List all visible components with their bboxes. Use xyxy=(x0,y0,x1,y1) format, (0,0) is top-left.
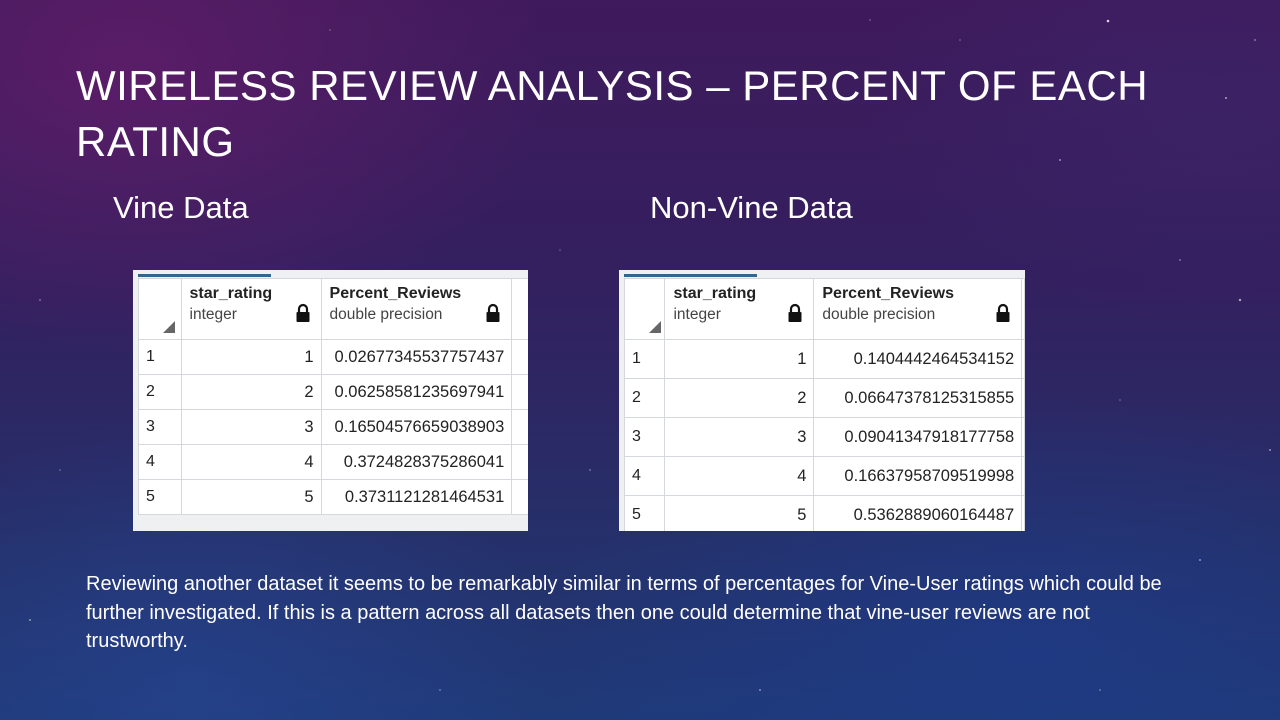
row-number[interactable]: 4 xyxy=(138,444,182,480)
percent-reviews-cell[interactable]: 0.06258581235697941 xyxy=(320,374,513,410)
column-header-percent-reviews[interactable]: Percent_Reviews double precision xyxy=(813,278,1023,340)
select-all-corner[interactable] xyxy=(623,278,666,340)
column-type: double precision xyxy=(822,306,936,323)
filler-cell xyxy=(511,444,528,480)
row-number[interactable]: 3 xyxy=(623,417,666,457)
table-row[interactable]: 1 1 0.1404442464534152 xyxy=(623,339,1025,379)
grid-tab-indicator xyxy=(138,274,271,277)
star-rating-cell[interactable]: 4 xyxy=(664,456,815,496)
column-name: Percent_Reviews xyxy=(822,285,955,302)
filler-cell xyxy=(1021,495,1025,531)
star-rating-cell[interactable]: 1 xyxy=(180,339,322,375)
row-number[interactable]: 2 xyxy=(623,378,666,418)
lock-icon xyxy=(996,303,1010,322)
percent-reviews-cell[interactable]: 0.16637958709519998 xyxy=(813,456,1023,496)
vine-results-grid: star_rating integer Percent_Reviews doub… xyxy=(133,270,528,531)
column-header-star-rating[interactable]: star_rating integer xyxy=(180,278,322,340)
grid-tab-indicator xyxy=(624,274,757,277)
table-row[interactable]: 1 1 0.02677345537757437 xyxy=(138,339,528,375)
column-name: Percent_Reviews xyxy=(329,285,462,302)
table-row[interactable]: 2 2 0.06647378125315855 xyxy=(623,378,1025,418)
star-rating-cell[interactable]: 4 xyxy=(180,444,322,480)
filler-cell xyxy=(511,374,528,410)
filler-cell xyxy=(1021,456,1025,496)
column-type: integer xyxy=(673,306,721,323)
percent-reviews-cell[interactable]: 0.02677345537757437 xyxy=(320,339,513,375)
row-number[interactable]: 1 xyxy=(138,339,182,375)
table-row[interactable]: 5 5 0.3731121281464531 xyxy=(138,479,528,515)
percent-reviews-cell[interactable]: 0.06647378125315855 xyxy=(813,378,1023,418)
non-vine-results-grid: star_rating integer Percent_Reviews doub… xyxy=(619,270,1025,531)
row-number[interactable]: 2 xyxy=(138,374,182,410)
table-row[interactable]: 5 5 0.5362889060164487 xyxy=(623,495,1025,531)
vine-results-table: star_rating integer Percent_Reviews doub… xyxy=(138,278,528,515)
column-type: double precision xyxy=(329,306,443,323)
column-type: integer xyxy=(189,306,237,323)
table-row[interactable]: 2 2 0.06258581235697941 xyxy=(138,374,528,410)
filler-cell xyxy=(1021,417,1025,457)
row-number[interactable]: 3 xyxy=(138,409,182,445)
row-number[interactable]: 5 xyxy=(138,479,182,515)
column-header-filler xyxy=(1021,278,1025,340)
table-row[interactable]: 3 3 0.09041347918177758 xyxy=(623,417,1025,457)
percent-reviews-cell[interactable]: 0.09041347918177758 xyxy=(813,417,1023,457)
star-rating-cell[interactable]: 5 xyxy=(180,479,322,515)
star-rating-cell[interactable]: 1 xyxy=(664,339,815,379)
star-rating-cell[interactable]: 3 xyxy=(180,409,322,445)
column-header-star-rating[interactable]: star_rating integer xyxy=(664,278,815,340)
table-row[interactable]: 4 4 0.3724828375286041 xyxy=(138,444,528,480)
percent-reviews-cell[interactable]: 0.1404442464534152 xyxy=(813,339,1023,379)
table-header-row: star_rating integer Percent_Reviews doub… xyxy=(138,278,528,340)
filler-cell xyxy=(511,479,528,515)
column-header-percent-reviews[interactable]: Percent_Reviews double precision xyxy=(320,278,513,340)
column-name: star_rating xyxy=(189,285,273,302)
filler-cell xyxy=(511,409,528,445)
non-vine-data-heading: Non-Vine Data xyxy=(650,190,853,225)
non-vine-results-table: star_rating integer Percent_Reviews doub… xyxy=(623,278,1025,531)
lock-icon xyxy=(296,303,310,322)
percent-reviews-cell[interactable]: 0.3724828375286041 xyxy=(320,444,513,480)
percent-reviews-cell[interactable]: 0.16504576659038903 xyxy=(320,409,513,445)
star-rating-cell[interactable]: 5 xyxy=(664,495,815,531)
filler-cell xyxy=(1021,339,1025,379)
slide-body-text: Reviewing another dataset it seems to be… xyxy=(86,573,1162,652)
table-row[interactable]: 3 3 0.16504576659038903 xyxy=(138,409,528,445)
lock-icon xyxy=(788,303,802,322)
star-rating-cell[interactable]: 2 xyxy=(664,378,815,418)
column-header-filler xyxy=(511,278,528,340)
filler-cell xyxy=(511,339,528,375)
percent-reviews-cell[interactable]: 0.5362889060164487 xyxy=(813,495,1023,531)
row-number[interactable]: 5 xyxy=(623,495,666,531)
table-row[interactable]: 4 4 0.16637958709519998 xyxy=(623,456,1025,496)
slide-title: WIRELESS REVIEW ANALYSIS – PERCENT OF EA… xyxy=(76,62,1149,165)
column-name: star_rating xyxy=(673,285,757,302)
percent-reviews-cell[interactable]: 0.3731121281464531 xyxy=(320,479,513,515)
lock-icon xyxy=(486,303,500,322)
vine-data-heading: Vine Data xyxy=(113,190,249,225)
star-rating-cell[interactable]: 3 xyxy=(664,417,815,457)
star-rating-cell[interactable]: 2 xyxy=(180,374,322,410)
row-number[interactable]: 4 xyxy=(623,456,666,496)
filler-cell xyxy=(1021,378,1025,418)
table-header-row: star_rating integer Percent_Reviews doub… xyxy=(623,278,1025,340)
corner-triangle-icon xyxy=(649,321,661,333)
row-number[interactable]: 1 xyxy=(623,339,666,379)
select-all-corner[interactable] xyxy=(138,278,182,340)
corner-triangle-icon xyxy=(163,321,175,333)
